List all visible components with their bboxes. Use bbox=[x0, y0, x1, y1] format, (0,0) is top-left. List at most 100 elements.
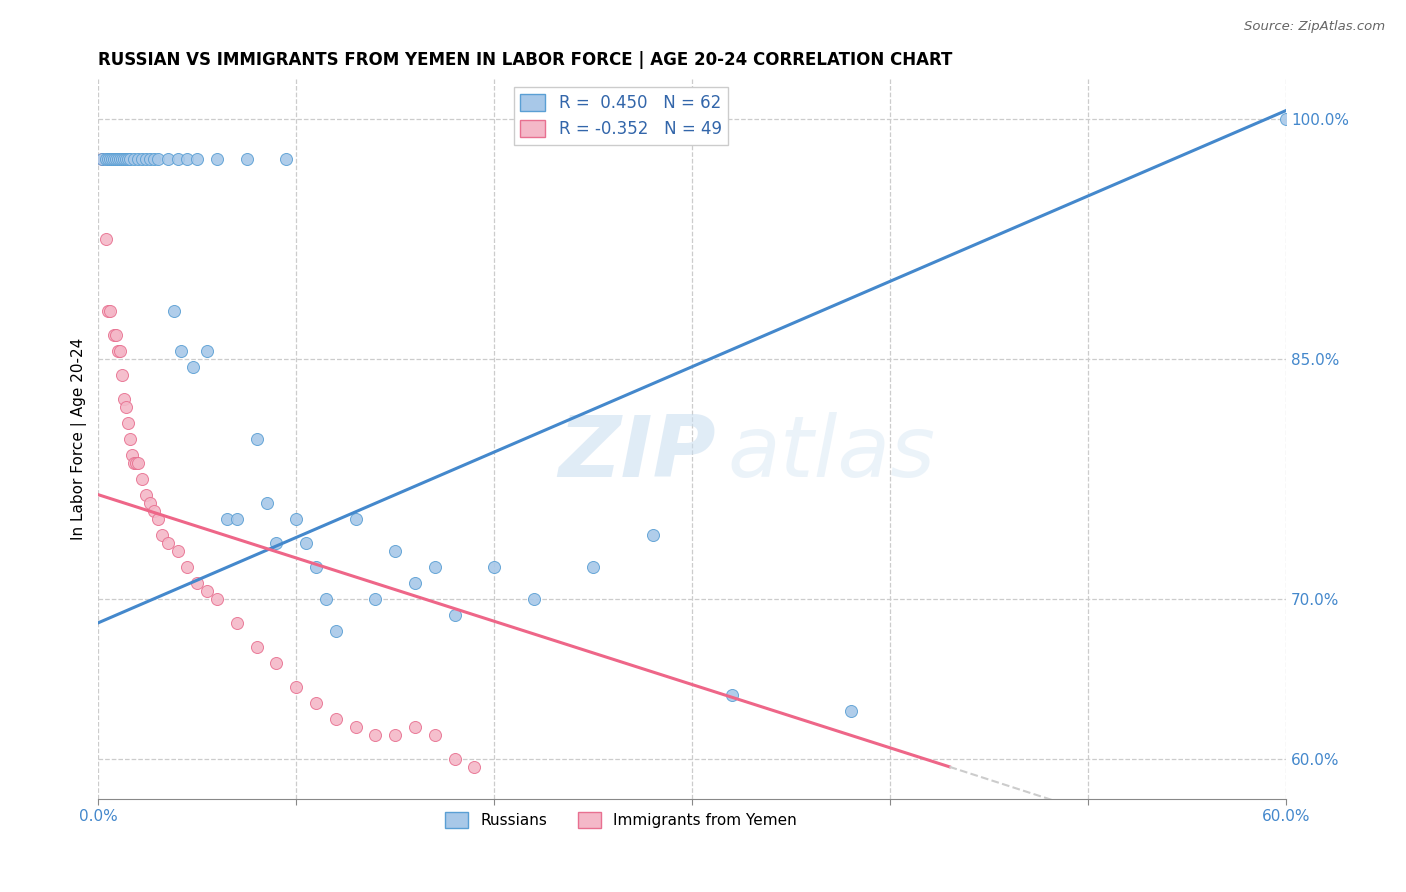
Point bbox=[443, 752, 465, 766]
Point bbox=[780, 815, 803, 830]
Point bbox=[404, 575, 426, 590]
Point bbox=[96, 152, 118, 166]
Point bbox=[384, 728, 406, 742]
Point bbox=[162, 303, 184, 318]
Point bbox=[285, 512, 308, 526]
Point bbox=[103, 152, 125, 166]
Point bbox=[266, 535, 288, 549]
Point bbox=[1275, 112, 1298, 126]
Point bbox=[139, 152, 162, 166]
Point bbox=[246, 432, 269, 446]
Point bbox=[484, 831, 506, 846]
Point bbox=[183, 359, 205, 374]
Point bbox=[423, 728, 446, 742]
Text: RUSSIAN VS IMMIGRANTS FROM YEMEN IN LABOR FORCE | AGE 20-24 CORRELATION CHART: RUSSIAN VS IMMIGRANTS FROM YEMEN IN LABO… bbox=[98, 51, 953, 69]
Point bbox=[246, 640, 269, 654]
Point bbox=[156, 535, 179, 549]
Point bbox=[96, 232, 118, 246]
Point bbox=[135, 488, 157, 502]
Point bbox=[150, 527, 173, 541]
Point bbox=[205, 591, 228, 606]
Point bbox=[108, 343, 131, 358]
Point bbox=[225, 615, 247, 630]
Point bbox=[146, 152, 169, 166]
Point bbox=[105, 327, 128, 342]
Point bbox=[131, 152, 153, 166]
Point bbox=[111, 368, 134, 382]
Point bbox=[720, 688, 742, 702]
Point bbox=[256, 496, 278, 510]
Point bbox=[156, 152, 179, 166]
Y-axis label: In Labor Force | Age 20-24: In Labor Force | Age 20-24 bbox=[72, 337, 87, 540]
Point bbox=[101, 152, 124, 166]
Point bbox=[195, 343, 218, 358]
Point bbox=[582, 559, 605, 574]
Point bbox=[364, 728, 387, 742]
Point bbox=[91, 152, 114, 166]
Point bbox=[107, 152, 129, 166]
Point bbox=[118, 432, 141, 446]
Point bbox=[176, 152, 198, 166]
Point bbox=[166, 543, 188, 558]
Point bbox=[443, 607, 465, 622]
Point bbox=[115, 400, 138, 414]
Point bbox=[523, 855, 546, 870]
Point bbox=[166, 152, 188, 166]
Point bbox=[142, 152, 165, 166]
Point bbox=[127, 152, 149, 166]
Point bbox=[122, 152, 145, 166]
Point bbox=[131, 472, 153, 486]
Point bbox=[1077, 863, 1099, 878]
Point bbox=[384, 543, 406, 558]
Point bbox=[186, 152, 208, 166]
Point bbox=[315, 591, 337, 606]
Point bbox=[115, 152, 138, 166]
Point bbox=[112, 392, 135, 406]
Point bbox=[146, 512, 169, 526]
Point bbox=[236, 152, 259, 166]
Point bbox=[121, 448, 143, 462]
Point bbox=[105, 152, 128, 166]
Point bbox=[186, 575, 208, 590]
Point bbox=[170, 343, 193, 358]
Point bbox=[107, 343, 129, 358]
Point bbox=[225, 512, 247, 526]
Point bbox=[295, 535, 318, 549]
Text: ZIP: ZIP bbox=[558, 411, 716, 494]
Point bbox=[135, 152, 157, 166]
Point bbox=[118, 152, 141, 166]
Point bbox=[918, 847, 941, 862]
Point bbox=[404, 720, 426, 734]
Point bbox=[103, 327, 125, 342]
Point bbox=[305, 696, 328, 710]
Point bbox=[98, 152, 121, 166]
Point bbox=[117, 152, 139, 166]
Point bbox=[977, 847, 1000, 862]
Point bbox=[641, 527, 664, 541]
Point bbox=[582, 863, 605, 878]
Point bbox=[266, 656, 288, 670]
Point bbox=[463, 760, 485, 774]
Point bbox=[325, 624, 347, 638]
Point bbox=[127, 456, 149, 470]
Point bbox=[91, 152, 114, 166]
Point bbox=[423, 559, 446, 574]
Point bbox=[125, 456, 148, 470]
Point bbox=[839, 704, 862, 718]
Point bbox=[276, 152, 298, 166]
Point bbox=[112, 152, 135, 166]
Text: atlas: atlas bbox=[728, 411, 936, 494]
Point bbox=[364, 591, 387, 606]
Point bbox=[117, 416, 139, 430]
Point bbox=[108, 152, 131, 166]
Point bbox=[195, 583, 218, 598]
Point bbox=[97, 303, 120, 318]
Point bbox=[97, 152, 120, 166]
Point bbox=[344, 512, 367, 526]
Point bbox=[215, 512, 238, 526]
Point bbox=[139, 496, 162, 510]
Point bbox=[325, 712, 347, 726]
Legend: Russians, Immigrants from Yemen: Russians, Immigrants from Yemen bbox=[439, 806, 803, 834]
Point bbox=[176, 559, 198, 574]
Text: Source: ZipAtlas.com: Source: ZipAtlas.com bbox=[1244, 20, 1385, 33]
